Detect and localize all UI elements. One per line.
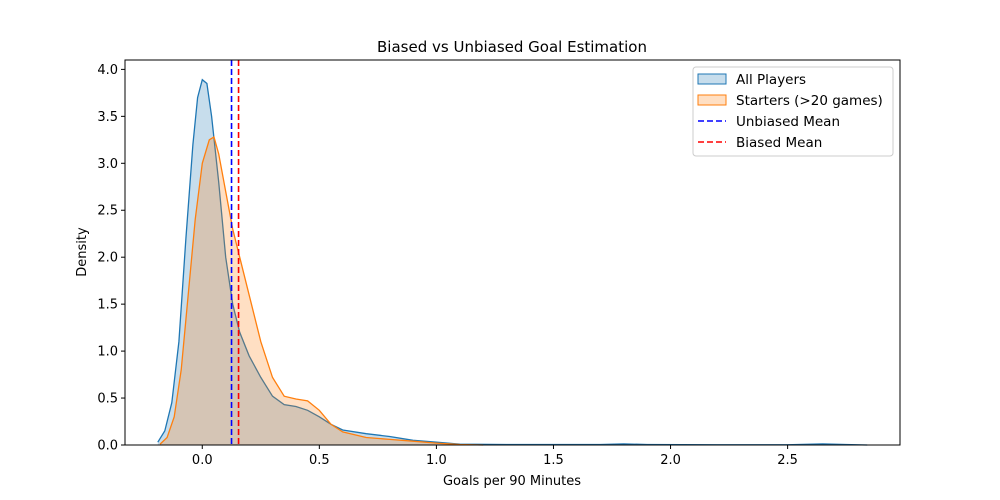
x-axis: 0.0 0.5 1.0 1.5 2.0 2.5 — [192, 445, 798, 468]
chart-title: Biased vs Unbiased Goal Estimation — [377, 38, 647, 56]
y-tick-label: 2.0 — [97, 251, 118, 266]
legend: All Players Starters (>20 games) Unbiased … — [692, 66, 894, 157]
series-area-all-players — [157, 79, 868, 445]
legend-label-unbiased-mean: Unbiased Mean — [736, 114, 840, 130]
x-tick-label: 2.5 — [777, 453, 798, 468]
legend-box — [692, 66, 894, 157]
x-tick-label: 1.0 — [426, 453, 447, 468]
plot-frame — [124, 59, 901, 446]
y-tick-label: 3.5 — [97, 110, 118, 125]
y-tick-label: 0.0 — [97, 439, 118, 454]
legend-swatch-all-players — [697, 73, 727, 85]
legend-label-biased-mean: Biased Mean — [736, 135, 822, 151]
legend-swatch-starters-20-games — [697, 94, 727, 106]
legend-label-starters-20-games: Starters (>20 games) — [736, 93, 883, 109]
plot-area — [157, 60, 868, 446]
y-axis-label: Density — [75, 227, 90, 277]
series-area-starters-20-games — [160, 137, 484, 445]
x-tick-label: 0.5 — [309, 453, 330, 468]
y-tick-label: 3.0 — [97, 157, 118, 172]
x-axis-label: Goals per 90 Minutes — [443, 474, 581, 489]
y-tick-label: 4.0 — [97, 63, 118, 78]
x-tick-label: 0.0 — [192, 453, 213, 468]
y-axis: 0.0 0.5 1.0 1.5 2.0 2.5 3.0 3.5 4.0 — [97, 63, 125, 454]
series-line-starters-20-games — [159, 136, 484, 446]
x-tick-label: 1.5 — [543, 453, 564, 468]
series-line-all-players — [157, 78, 868, 446]
y-tick-label: 1.5 — [97, 298, 118, 313]
y-tick-label: 2.5 — [97, 204, 118, 219]
x-tick-label: 2.0 — [660, 453, 681, 468]
y-tick-label: 1.0 — [97, 345, 118, 360]
y-tick-label: 0.5 — [97, 392, 118, 407]
legend-label-all-players: All Players — [736, 72, 806, 88]
